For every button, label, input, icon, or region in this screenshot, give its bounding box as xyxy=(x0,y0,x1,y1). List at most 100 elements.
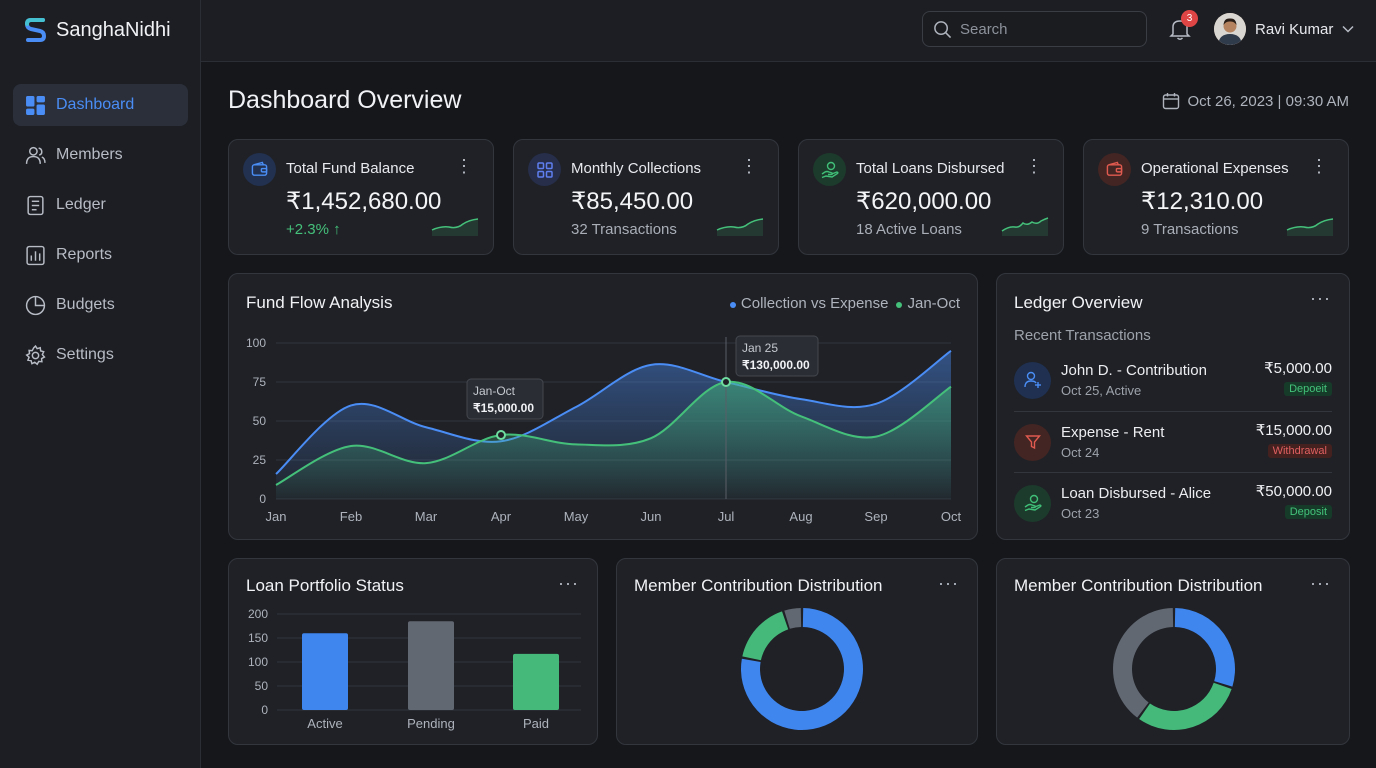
y-tick-label: 200 xyxy=(248,607,268,621)
more-icon[interactable]: ··· xyxy=(1310,288,1331,308)
status-badge: Depoeit xyxy=(1284,382,1332,396)
sidebar-item-label: Ledger xyxy=(56,196,106,213)
stat-value: ₹12,310.00 xyxy=(1141,188,1264,215)
donut-slice xyxy=(1139,682,1232,730)
user-name: Ravi Kumar xyxy=(1255,20,1334,38)
card-title: Fund Flow Analysis xyxy=(246,293,393,312)
more-icon[interactable]: ··· xyxy=(938,573,959,593)
series-line xyxy=(275,380,952,486)
status-badge: Deposit xyxy=(1284,505,1332,519)
calendar-icon xyxy=(1162,93,1179,110)
y-tick-label: 100 xyxy=(248,655,268,669)
bell-icon[interactable] xyxy=(1169,17,1191,41)
stat-label: Total Loans Disbursed xyxy=(856,160,1005,177)
legend-label: Jan-Oct xyxy=(907,295,960,312)
stat-value: ₹1,452,680.00 xyxy=(286,188,442,215)
stat-value: ₹620,000.00 xyxy=(856,188,992,215)
sidebar-item-settings[interactable]: Settings xyxy=(13,334,188,376)
sidebar-item-reports[interactable]: Reports xyxy=(13,234,188,276)
more-icon[interactable]: ··· xyxy=(1310,573,1331,593)
stat-sub: 9 Transactions xyxy=(1141,221,1239,238)
donut-slice xyxy=(784,608,802,629)
card-title: Member Contribution Distribution xyxy=(1014,576,1263,595)
sidebar-item-ledger[interactable]: Ledger xyxy=(13,184,188,226)
brand[interactable]: SanghaNidhi xyxy=(24,16,171,44)
user-menu[interactable]: Ravi Kumar xyxy=(1214,13,1354,45)
transaction-name: Loan Disbursed - Alice xyxy=(1061,485,1212,502)
bar xyxy=(302,633,348,710)
highlight-point xyxy=(496,430,506,441)
transaction-amount: ₹5,000.00 xyxy=(1264,360,1332,377)
app-name: SanghaNidhi xyxy=(56,18,171,41)
transaction-row[interactable]: John D. - Contribution Oct 25, Active ₹5… xyxy=(1014,349,1332,411)
more-icon[interactable]: ··· xyxy=(558,573,579,593)
funnel-icon xyxy=(1014,423,1051,461)
search-box[interactable] xyxy=(922,11,1147,47)
stat-card-fund-balance[interactable]: Total Fund Balance ₹1,452,680.00 +2.3% ↑… xyxy=(228,139,494,255)
tooltip-title: Jan-Oct xyxy=(473,384,516,398)
stat-card-operational-expenses[interactable]: Operational Expenses ₹12,310.00 9 Transa… xyxy=(1083,139,1349,255)
x-tick-label: May xyxy=(564,509,589,524)
x-tick-label: Jan xyxy=(266,509,287,524)
y-tick-label: 75 xyxy=(253,375,267,389)
member-add-icon xyxy=(1014,361,1051,399)
loan-bar-chart: 0 50 100 150 200 Active Pending Paid xyxy=(248,607,581,731)
sidebar-item-budgets[interactable]: Budgets xyxy=(13,284,188,326)
x-tick-label: Mar xyxy=(415,509,438,524)
notification-badge: 3 xyxy=(1181,10,1198,27)
more-icon[interactable]: ⋮ xyxy=(740,156,758,176)
transaction-amount: ₹15,000.00 xyxy=(1255,422,1332,439)
y-tick-label: 50 xyxy=(255,679,269,693)
ledger-icon xyxy=(27,195,44,215)
x-tick-label: Aug xyxy=(789,509,812,524)
stat-label: Total Fund Balance xyxy=(286,160,415,177)
sidebar-item-label: Dashboard xyxy=(56,96,135,113)
donut-slice xyxy=(741,608,863,730)
donut-slice xyxy=(1113,608,1174,718)
sparkline xyxy=(1001,217,1049,236)
x-tick-label: Feb xyxy=(340,509,362,524)
transaction-name: John D. - Contribution xyxy=(1061,362,1207,379)
x-tick-label: Jul xyxy=(718,509,735,524)
loan-hand-icon xyxy=(813,153,846,186)
y-tick-label: 150 xyxy=(248,631,268,645)
chevron-down-icon xyxy=(1342,25,1354,33)
x-tick-label: Sep xyxy=(864,509,887,524)
stat-sub: 32 Transactions xyxy=(571,221,677,238)
y-tick-label: 50 xyxy=(253,414,267,428)
x-tick-label: Apr xyxy=(491,509,512,524)
series-line xyxy=(275,349,952,475)
fund-flow-chart: 0 25 50 75 100 Jan Feb Mar Apr May Jun Jul Aug Sep Oct… xyxy=(246,335,961,524)
logo-icon xyxy=(24,18,47,42)
y-tick-label: 0 xyxy=(259,492,266,506)
card-title: Loan Portfolio Status xyxy=(246,576,404,595)
more-icon[interactable]: ⋮ xyxy=(455,156,473,176)
stat-card-loans-disbursed[interactable]: Total Loans Disbursed ₹620,000.00 18 Act… xyxy=(798,139,1064,255)
sidebar-item-label: Reports xyxy=(56,246,113,263)
tooltip-value: ₹130,000.00 xyxy=(742,358,810,372)
sidebar-item-members[interactable]: Members xyxy=(13,134,188,176)
stat-card-monthly-collections[interactable]: Monthly Collections ₹85,450.00 32 Transa… xyxy=(513,139,779,255)
y-tick-label: 0 xyxy=(261,703,268,717)
transaction-name: Expense - Rent xyxy=(1061,424,1165,441)
donut-chart xyxy=(1113,608,1235,730)
avatar xyxy=(1214,13,1246,45)
sidebar-item-label: Members xyxy=(56,146,123,163)
donut-slice xyxy=(1174,608,1235,687)
legend-item: Collection vs Expense xyxy=(729,295,889,312)
y-tick-label: 100 xyxy=(246,336,266,350)
sidebar-nav: Dashboard Members Ledger Reports Budgets… xyxy=(13,84,188,384)
transaction-row[interactable]: Loan Disbursed - Alice Oct 23 ₹50,000.00… xyxy=(1014,472,1332,534)
search-input[interactable] xyxy=(960,20,1130,38)
contribution-distribution-card: Member Contribution Distribution ··· xyxy=(616,558,978,745)
legend-label: Collection vs Expense xyxy=(740,295,889,312)
more-icon[interactable]: ⋮ xyxy=(1025,156,1043,176)
sidebar-item-dashboard[interactable]: Dashboard xyxy=(13,84,188,126)
x-tick-label: Active xyxy=(307,716,342,731)
sparkline xyxy=(431,218,479,236)
donut-slice xyxy=(742,611,789,661)
more-icon[interactable]: ⋮ xyxy=(1310,156,1328,176)
status-badge: Withdrawal xyxy=(1267,444,1332,458)
transaction-row[interactable]: Expense - Rent Oct 24 ₹15,000.00 Withdra… xyxy=(1014,411,1332,473)
card-title: Member Contribution Distribution xyxy=(634,576,883,595)
